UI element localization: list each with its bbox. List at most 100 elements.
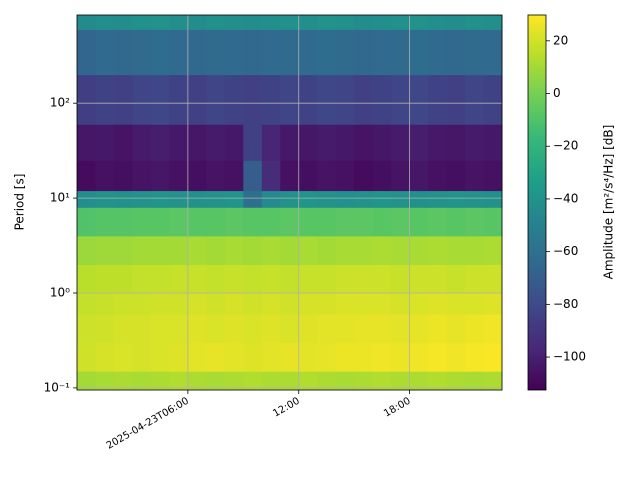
heatmap-cell xyxy=(243,342,263,372)
heatmap-cell xyxy=(187,371,207,391)
heatmap-cell xyxy=(409,371,429,391)
heatmap-cell xyxy=(317,124,337,161)
heatmap-cell xyxy=(206,190,226,208)
heatmap-cell xyxy=(243,264,263,294)
heatmap-cell xyxy=(95,371,115,391)
heatmap-cell xyxy=(243,190,263,208)
heatmap-cell xyxy=(206,292,226,315)
heatmap-cell xyxy=(391,314,411,344)
heatmap-cell xyxy=(391,207,411,237)
heatmap-cell xyxy=(335,314,355,344)
axes-frame xyxy=(76,14,503,391)
heatmap-cell xyxy=(465,207,485,237)
heatmap-cell xyxy=(354,29,374,76)
heatmap-cell xyxy=(465,29,485,76)
heatmap-cell xyxy=(77,29,96,76)
heatmap-cell xyxy=(409,160,429,192)
heatmap-cell xyxy=(446,124,466,161)
heatmap-cell xyxy=(465,190,485,208)
heatmap-cell xyxy=(243,124,263,161)
heatmap-cell xyxy=(446,160,466,192)
colorbar-tick-label: −40 xyxy=(553,191,578,205)
y-tick-label: 10¹ xyxy=(50,191,70,205)
heatmap-cell xyxy=(483,74,503,125)
heatmap-cell xyxy=(465,342,485,372)
heatmap-cell xyxy=(206,74,226,125)
heatmap-cell xyxy=(428,235,448,265)
heatmap-cell xyxy=(483,314,503,344)
heatmap-cell xyxy=(354,371,374,391)
heatmap-cell xyxy=(132,15,152,30)
heatmap-cell xyxy=(280,124,300,161)
heatmap-cell xyxy=(132,235,152,265)
heatmap-cell xyxy=(77,74,96,125)
heatmap-cell xyxy=(150,314,170,344)
heatmap-cell xyxy=(372,207,392,237)
heatmap-cell xyxy=(150,29,170,76)
heatmap-cell xyxy=(187,342,207,372)
heatmap-cell xyxy=(77,235,96,265)
heatmap-cell xyxy=(280,264,300,294)
heatmap-cell xyxy=(169,160,189,192)
heatmap-cell xyxy=(132,207,152,237)
heatmap-cell xyxy=(483,235,503,265)
heatmap-cell xyxy=(391,371,411,391)
colorbar-tick-label: 20 xyxy=(553,33,568,47)
heatmap-cell xyxy=(409,292,429,315)
heatmap-cell xyxy=(113,15,133,30)
heatmap-cell xyxy=(261,124,281,161)
heatmap-cell xyxy=(428,124,448,161)
y-axis-label: Period [s] xyxy=(13,174,27,231)
heatmap-cell xyxy=(354,15,374,30)
heatmap-cell xyxy=(446,207,466,237)
heatmap-cell xyxy=(335,124,355,161)
heatmap-cell xyxy=(243,160,263,192)
heatmap-cell xyxy=(132,160,152,192)
colorbar xyxy=(527,14,547,391)
heatmap-cell xyxy=(95,207,115,237)
heatmap-cell xyxy=(261,74,281,125)
heatmap-cell xyxy=(280,342,300,372)
heatmap-cell xyxy=(261,29,281,76)
heatmap-cell xyxy=(298,371,318,391)
heatmap-cell xyxy=(317,29,337,76)
heatmap-cell xyxy=(335,235,355,265)
heatmap-cell xyxy=(335,15,355,30)
heatmap-cell xyxy=(428,29,448,76)
heatmap-cell xyxy=(428,160,448,192)
heatmap-cell xyxy=(206,342,226,372)
heatmap-cell xyxy=(446,342,466,372)
heatmap-cell xyxy=(298,74,318,125)
heatmap-cell xyxy=(298,314,318,344)
heatmap-cell xyxy=(113,264,133,294)
heatmap-cell xyxy=(298,292,318,315)
heatmap-cell xyxy=(95,29,115,76)
heatmap-cell xyxy=(409,190,429,208)
heatmap-cell xyxy=(261,235,281,265)
heatmap-cell xyxy=(169,235,189,265)
heatmap-cell xyxy=(465,264,485,294)
heatmap-cell xyxy=(465,74,485,125)
heatmap-cell xyxy=(95,74,115,125)
heatmap-cell xyxy=(483,124,503,161)
heatmap-cell xyxy=(409,342,429,372)
heatmap-cell xyxy=(465,371,485,391)
heatmap-cell xyxy=(317,292,337,315)
heatmap-cell xyxy=(187,207,207,237)
heatmap-cell xyxy=(372,74,392,125)
heatmap-cell xyxy=(224,160,244,192)
heatmap-cell xyxy=(317,160,337,192)
heatmap-cell xyxy=(243,235,263,265)
heatmap-cell xyxy=(354,292,374,315)
heatmap-cell xyxy=(335,74,355,125)
heatmap-cell xyxy=(169,15,189,30)
heatmap-cell xyxy=(169,371,189,391)
heatmap-cell xyxy=(113,235,133,265)
heatmap-cell xyxy=(391,74,411,125)
heatmap-cell xyxy=(428,342,448,372)
heatmap-cell xyxy=(372,314,392,344)
heatmap-cell xyxy=(224,15,244,30)
y-tick-label: 10⁰ xyxy=(50,285,70,299)
heatmap-cell xyxy=(132,124,152,161)
